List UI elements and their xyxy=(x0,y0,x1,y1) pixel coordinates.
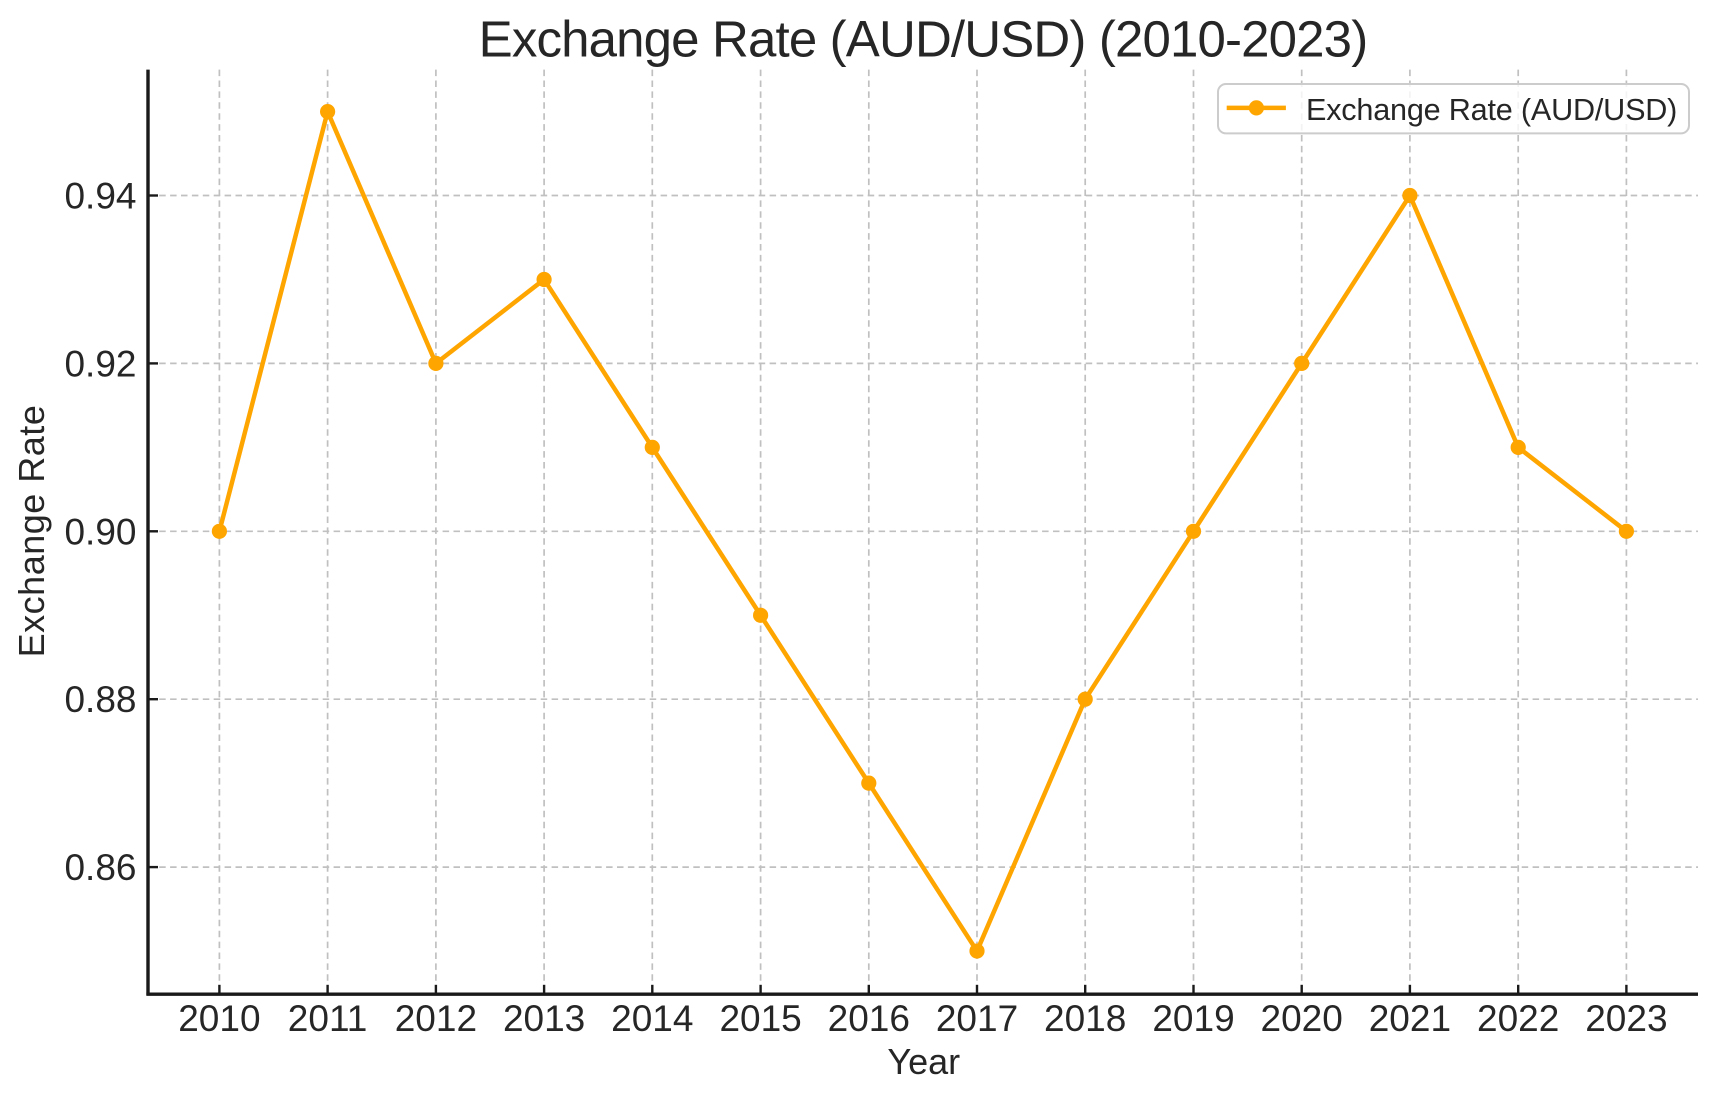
svg-text:2015: 2015 xyxy=(719,998,801,1039)
svg-text:2017: 2017 xyxy=(936,998,1018,1039)
svg-text:Exchange Rate (AUD/USD) (2010-: Exchange Rate (AUD/USD) (2010-2023) xyxy=(479,11,1368,68)
svg-text:2014: 2014 xyxy=(611,998,693,1039)
svg-text:2013: 2013 xyxy=(503,998,585,1039)
svg-text:2021: 2021 xyxy=(1369,998,1451,1039)
svg-text:2019: 2019 xyxy=(1152,998,1234,1039)
svg-text:0.86: 0.86 xyxy=(64,847,136,888)
svg-text:2016: 2016 xyxy=(828,998,910,1039)
svg-text:2011: 2011 xyxy=(288,998,368,1039)
svg-text:2020: 2020 xyxy=(1261,998,1343,1039)
svg-text:0.94: 0.94 xyxy=(64,176,136,217)
svg-text:2022: 2022 xyxy=(1477,998,1559,1039)
svg-text:2012: 2012 xyxy=(395,998,477,1039)
svg-text:0.90: 0.90 xyxy=(64,511,136,552)
svg-text:2010: 2010 xyxy=(178,998,260,1039)
svg-text:Exchange Rate (AUD/USD): Exchange Rate (AUD/USD) xyxy=(1306,93,1677,127)
svg-text:Year: Year xyxy=(887,1041,960,1082)
svg-text:2023: 2023 xyxy=(1585,998,1667,1039)
svg-text:0.92: 0.92 xyxy=(64,343,136,384)
svg-text:2018: 2018 xyxy=(1044,998,1126,1039)
svg-text:Exchange Rate: Exchange Rate xyxy=(11,405,52,658)
svg-text:0.88: 0.88 xyxy=(64,679,136,720)
